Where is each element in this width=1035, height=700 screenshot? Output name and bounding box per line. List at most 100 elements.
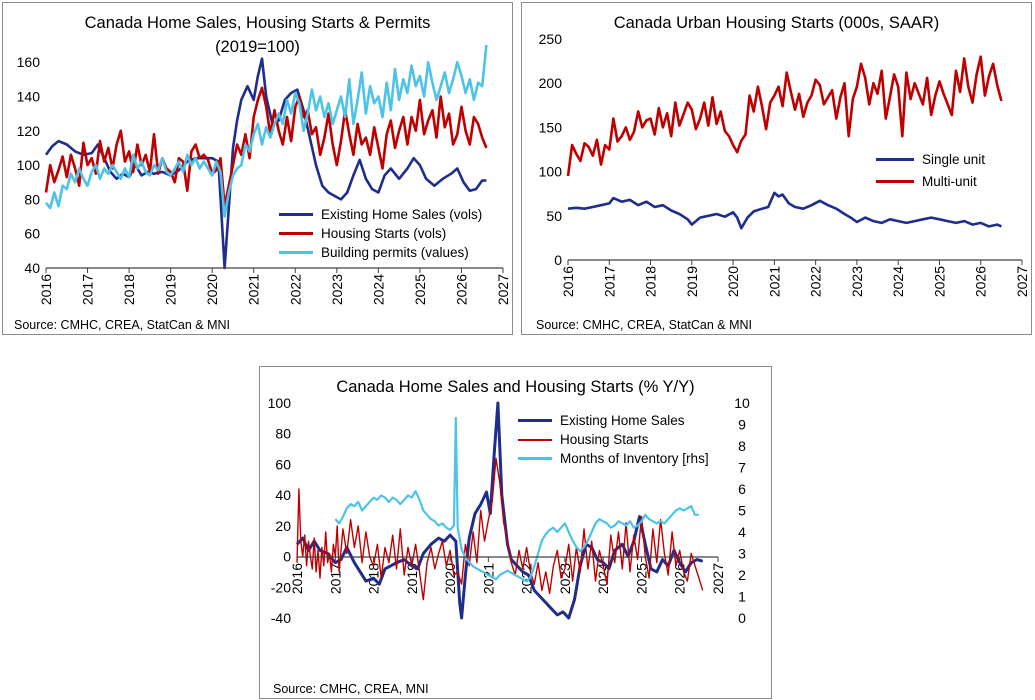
y2-tick-label: 3 xyxy=(738,546,746,562)
y2-tick-label: 7 xyxy=(738,460,746,476)
y-tick-label: 50 xyxy=(546,208,562,224)
y-tick-label: 80 xyxy=(24,191,40,207)
chart-legend: Existing Home Sales Housing Starts Month… xyxy=(518,411,709,468)
x-tick-label: 2023 xyxy=(329,274,345,305)
x-tick-label: 2017 xyxy=(80,274,96,305)
legend-label: Existing Home Sales (vols) xyxy=(321,207,483,222)
x-tick-label: 2017 xyxy=(327,563,343,594)
y-tick-label: 250 xyxy=(539,31,563,47)
x-tick-label: 2023 xyxy=(849,266,865,297)
y-tick-label: 20 xyxy=(275,518,291,534)
legend-label: Existing Home Sales xyxy=(560,413,685,428)
x-tick-label: 2017 xyxy=(601,266,617,297)
legend-swatch xyxy=(518,419,552,422)
x-tick-label: 2020 xyxy=(442,563,458,594)
y2-tick-label: 10 xyxy=(734,395,750,411)
x-tick-label: 2022 xyxy=(287,274,303,305)
chart-title: Canada Urban Housing Starts (000s, SAAR) xyxy=(613,14,940,32)
chart-subtitle: (2019=100) xyxy=(215,38,300,56)
legend-swatch xyxy=(876,179,914,183)
x-tick-label: 2026 xyxy=(672,563,688,594)
legend-label: Months of Inventory [rhs] xyxy=(560,451,709,466)
chart-source: Source: CMHC, CREA, MNI xyxy=(273,682,429,696)
legend-swatch xyxy=(279,213,313,216)
x-tick-label: 2021 xyxy=(480,563,496,594)
x-tick-label: 2019 xyxy=(163,274,179,305)
y-tick-label: -20 xyxy=(271,579,291,595)
legend-item-months-of-inventory: Months of Inventory [rhs] xyxy=(518,449,709,468)
y2-tick-label: 9 xyxy=(738,417,746,433)
x-tick-label: 2025 xyxy=(633,563,649,594)
x-tick-label: 2021 xyxy=(766,266,782,297)
x-tick-label: 2018 xyxy=(121,274,137,305)
legend-item-existing-home-sales: Existing Home Sales (vols) xyxy=(279,205,482,224)
y-tick-label: 0 xyxy=(283,549,291,565)
legend-item-housing-starts: Housing Starts xyxy=(518,430,709,449)
y-tick-label: 100 xyxy=(268,395,292,411)
x-tick-label: 2025 xyxy=(412,274,428,305)
chart-legend: Existing Home Sales (vols) Housing Start… xyxy=(279,205,482,262)
y-tick-label: 40 xyxy=(275,487,291,503)
y-tick-label: 60 xyxy=(275,456,291,472)
legend-item-multi-unit: Multi-unit xyxy=(876,170,985,192)
chart-plot: 40 60 80 100 120 140 160 2016 2017 2018 2019 2020 20… xyxy=(17,44,511,305)
y-tick-label: 160 xyxy=(17,54,41,70)
series-line xyxy=(44,57,487,270)
y-tick-label: 0 xyxy=(554,252,562,268)
chart-title: Canada Home Sales and Housing Starts (% … xyxy=(336,378,695,396)
x-tick-label: 2016 xyxy=(38,274,54,305)
legend-item-single-unit: Single unit xyxy=(876,148,985,170)
y-tick-label: 60 xyxy=(24,226,40,242)
series-line xyxy=(44,86,488,208)
x-tick-label: 2018 xyxy=(643,266,659,297)
y-tick-label: 200 xyxy=(539,75,563,91)
y-tick-label: 100 xyxy=(17,157,41,173)
legend-label: Building permits (values) xyxy=(321,245,469,260)
series-line xyxy=(567,191,1002,230)
y2-tick-label: 2 xyxy=(738,567,746,583)
y-tick-label: 120 xyxy=(17,123,41,139)
y2-tick-label: 5 xyxy=(738,503,746,519)
x-tick-label: 2024 xyxy=(595,563,611,594)
legend-label: Housing Starts xyxy=(560,432,649,447)
x-tick-label: 2020 xyxy=(725,266,741,297)
legend-item-housing-starts: Housing Starts (vols) xyxy=(279,224,482,243)
x-tick-label: 2022 xyxy=(808,266,824,297)
y2-tick-label: 8 xyxy=(738,438,746,454)
chart-plot: -40 -20 0 20 40 60 80 100 0 1 2 3 4 5 6 7 8 9 10 2016 2017 20… xyxy=(268,395,750,626)
y2-tick-label: 4 xyxy=(738,524,746,540)
x-tick-label: 2019 xyxy=(404,563,420,594)
series-line xyxy=(566,55,1003,177)
chart-plot: 0 50 100 150 200 250 2016 2017 2018 2019 2020 2021 2… xyxy=(539,31,1030,297)
y-tick-label: 140 xyxy=(17,88,41,104)
legend-label: Housing Starts (vols) xyxy=(321,226,447,241)
chart-source: Source: CMHC, CREA, StatCan & MNI xyxy=(536,318,753,332)
x-tick-label: 2019 xyxy=(684,266,700,297)
y-tick-label: -40 xyxy=(271,610,291,626)
y-tick-label: 100 xyxy=(539,164,563,180)
legend-swatch xyxy=(279,232,313,235)
x-tick-label: 2020 xyxy=(204,274,220,305)
chart-panel-yoy: -40 -20 0 20 40 60 80 100 0 1 2 3 4 5 6 7 8 9 10 2016 2017 20… xyxy=(259,366,772,699)
x-tick-label: 2027 xyxy=(1014,266,1030,297)
x-tick-label: 2027 xyxy=(495,274,511,305)
y2-tick-label: 6 xyxy=(738,481,746,497)
x-tick-label: 2026 xyxy=(973,266,989,297)
chart-title: Canada Home Sales, Housing Starts & Perm… xyxy=(84,14,431,32)
legend-swatch xyxy=(518,438,552,441)
legend-swatch xyxy=(518,457,552,460)
y2-tick-label: 1 xyxy=(738,589,746,605)
legend-swatch xyxy=(279,251,313,254)
y2-tick-label: 0 xyxy=(738,610,746,626)
series-line xyxy=(44,44,488,218)
legend-label: Multi-unit xyxy=(922,173,977,189)
legend-item-existing-home-sales: Existing Home Sales xyxy=(518,411,709,430)
y-tick-label: 40 xyxy=(24,260,40,276)
y-tick-label: 80 xyxy=(275,426,291,442)
legend-item-building-permits: Building permits (values) xyxy=(279,243,482,262)
x-tick-label: 2024 xyxy=(370,274,386,305)
chart-panel-home-sales-starts-permits: 40 60 80 100 120 140 160 2016 2017 2018 2019 2020 20… xyxy=(2,2,513,335)
legend-swatch xyxy=(876,157,914,161)
x-tick-label: 2024 xyxy=(890,266,906,297)
chart-source: Source: CMHC, CREA, StatCan & MNI xyxy=(14,318,231,332)
